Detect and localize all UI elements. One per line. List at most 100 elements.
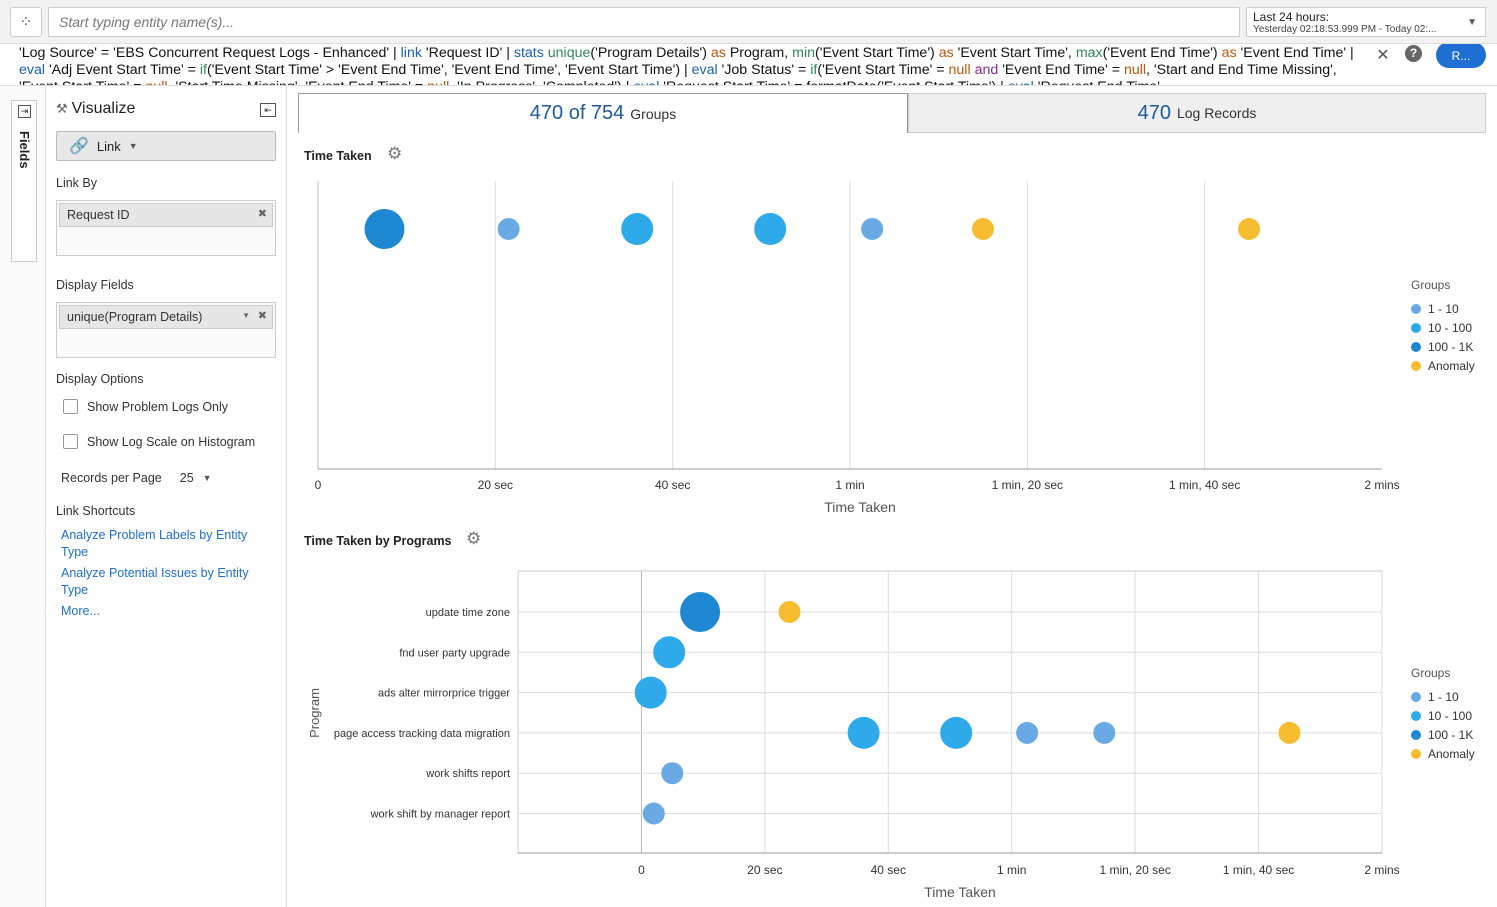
tab-groups[interactable]: 470 of 754 Groups <box>298 93 908 133</box>
chevron-down-icon[interactable]: ▼ <box>202 473 212 483</box>
data-point <box>497 218 520 240</box>
query-token: max <box>1075 45 1103 61</box>
show-problem-logs-label: Show Problem Logs Only <box>87 399 229 414</box>
time-taken-by-programs-chart: 0 20 sec 40 sec 1 min 1 min, 20 sec 1 min, 40… <box>307 570 1475 900</box>
shortcut-more-link[interactable]: More... <box>61 604 100 618</box>
fields-tab[interactable]: ⇥ Fields <box>11 100 37 262</box>
shortcut-potential-issues-link[interactable]: Analyze Potential Issues by Entity Type <box>61 566 249 597</box>
result-tabs: 470 of 754 Groups 470 Log Records <box>297 93 1487 133</box>
query-token: null <box>145 79 167 85</box>
time-range-detail: Yesterday 02:18:53.999 PM - Today 02:... <box>1253 24 1437 35</box>
x-tick-label: 40 sec <box>871 863 906 877</box>
query-token: eval <box>1008 79 1034 85</box>
query-token: stats <box>513 45 544 61</box>
chevron-down-icon: ▼ <box>128 141 138 151</box>
show-problem-logs-option[interactable]: Show Problem Logs Only <box>63 399 228 414</box>
groups-label: Groups <box>630 105 677 122</box>
y-tick-label: work shift by manager report <box>370 809 510 821</box>
query-token: 'Request Start Time' = formatDate('Event… <box>659 79 1007 85</box>
y-tick-label: page access tracking data migration <box>334 728 510 740</box>
legend-swatch <box>1411 749 1421 759</box>
link-icon: 🔗 <box>69 138 89 155</box>
data-point <box>778 601 801 623</box>
x-axis-label: Time Taken <box>824 499 896 513</box>
clear-query-icon[interactable]: ✕ <box>1376 47 1390 64</box>
help-icon[interactable]: ? <box>1405 45 1422 62</box>
collapse-panel-icon[interactable]: ⇤ <box>260 103 276 117</box>
run-button[interactable]: R... <box>1436 44 1486 68</box>
query-token: Program, <box>725 45 793 61</box>
records-per-page-label: Records per Page <box>61 471 162 485</box>
y-tick-label: work shifts report <box>425 768 510 780</box>
x-tick-label: 0 <box>638 863 645 877</box>
query-token: 'Adj Event Start Time' = <box>45 62 200 78</box>
query-token: null <box>427 79 449 85</box>
visualization-type-value: Link <box>96 138 121 154</box>
query-token: 'Request End Time' <box>1034 79 1160 85</box>
x-tick-label: 2 mins <box>1364 478 1399 492</box>
legend-title: Groups <box>1411 666 1450 680</box>
chart-title-time-taken-by-programs: Time Taken by Programs <box>304 534 452 548</box>
entity-selector-icon[interactable]: ⁘ <box>10 7 42 37</box>
query-token: , 'In Progress', 'Completed') | <box>449 79 633 85</box>
gear-icon[interactable]: ⚙ <box>387 144 403 163</box>
query-token: link <box>400 45 422 61</box>
data-point <box>861 218 884 240</box>
records-per-page-select[interactable]: 25 <box>179 471 194 485</box>
x-tick-label: 20 sec <box>478 478 513 492</box>
chevron-down-icon[interactable]: ▼ <box>242 311 250 320</box>
legend-title: Groups <box>1411 278 1450 292</box>
query-token: ('Event Start Time') <box>815 45 939 61</box>
data-point <box>653 636 686 669</box>
time-range-select[interactable]: Last 24 hours: Yesterday 02:18:53.999 PM… <box>1246 7 1486 37</box>
link-by-pill[interactable]: Request ID ✖ <box>59 203 273 227</box>
expand-panel-icon[interactable]: ⇥ <box>18 105 31 118</box>
y-tick-label: fnd user party upgrade <box>399 647 510 659</box>
x-tick-label: 0 <box>315 478 322 492</box>
shortcut-problem-labels-link[interactable]: Analyze Problem Labels by Entity Type <box>61 528 248 559</box>
legend-swatch <box>1411 692 1421 702</box>
gear-icon[interactable]: ⚙ <box>466 529 482 548</box>
query-token: unique <box>547 45 591 61</box>
data-point <box>972 218 994 240</box>
data-point <box>621 213 654 245</box>
records-count: 470 <box>1137 101 1171 124</box>
x-tick-label: 1 min <box>997 863 1026 877</box>
link-by-value: Request ID <box>67 208 130 222</box>
query-token: , 'Start and End Time Missing', 'Event S… <box>19 62 1337 85</box>
show-log-scale-checkbox[interactable] <box>63 434 78 449</box>
link-by-label: Link By <box>56 176 97 190</box>
display-fields-pill[interactable]: unique(Program Details) ▼ ✖ <box>59 305 273 329</box>
x-axis-label: Time Taken <box>924 884 996 900</box>
legend-swatch <box>1411 711 1421 721</box>
link-by-box[interactable]: Request ID ✖ <box>56 200 276 256</box>
data-point <box>940 716 973 749</box>
query-token: null <box>948 62 971 78</box>
data-point <box>847 716 880 749</box>
y-tick-label: ads alter mirrorprice trigger <box>378 688 510 700</box>
data-point <box>364 209 405 249</box>
visualize-panel: ⚒ Visualize ⇤ 🔗 Link ▼ Link By Request ID… <box>46 86 287 907</box>
remove-icon[interactable]: ✖ <box>257 310 267 322</box>
data-point <box>1016 721 1039 744</box>
display-fields-box[interactable]: unique(Program Details) ▼ ✖ <box>56 302 276 358</box>
tab-log-records[interactable]: 470 Log Records <box>908 93 1486 133</box>
entity-search-input[interactable] <box>48 7 1240 37</box>
groups-count: 470 of 754 <box>529 102 625 124</box>
remove-icon[interactable]: ✖ <box>257 208 267 220</box>
legend-swatch <box>1411 361 1421 371</box>
legend-swatch <box>1411 304 1421 314</box>
data-point <box>680 592 721 632</box>
query-editor[interactable]: 'Log Source' = 'EBS Concurrent Request L… <box>19 45 1364 85</box>
wrench-icon: ⚒ <box>56 101 68 116</box>
visualization-type-dropdown[interactable]: 🔗 Link ▼ <box>56 131 276 161</box>
legend-item: 100 - 1K <box>1428 340 1473 354</box>
show-log-scale-option[interactable]: Show Log Scale on Histogram <box>63 434 255 449</box>
query-token: 'Event End Time' | <box>1236 45 1354 61</box>
legend-item: Anomaly <box>1428 359 1475 373</box>
query-token: ('Event End Time') <box>1102 45 1222 61</box>
legend-item: 1 - 10 <box>1428 690 1459 704</box>
data-point <box>754 213 787 245</box>
show-problem-logs-checkbox[interactable] <box>63 399 78 414</box>
query-token: and <box>974 62 999 78</box>
